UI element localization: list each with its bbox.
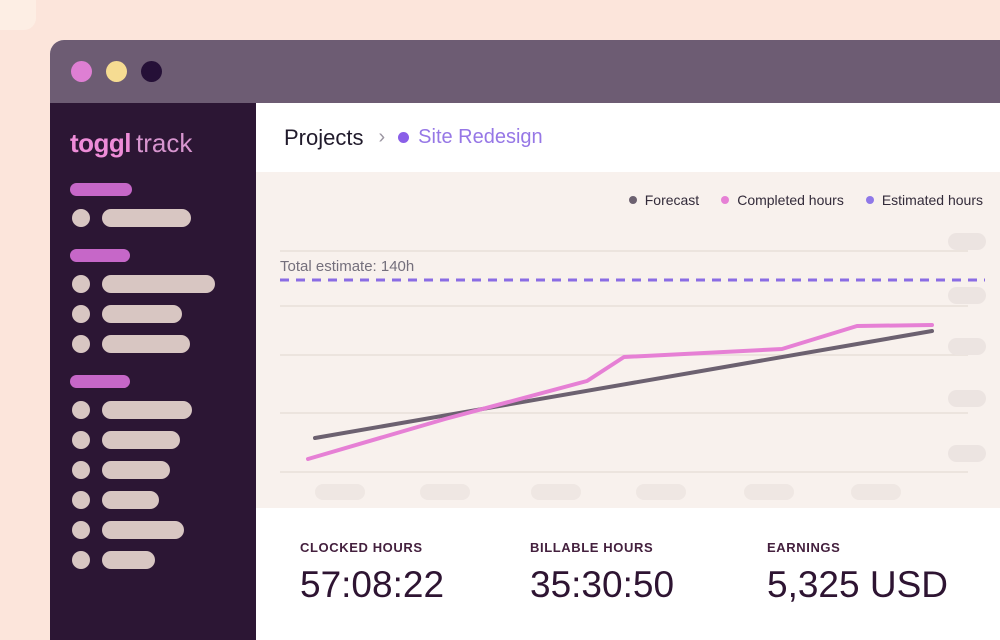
sidebar-group-2 — [70, 249, 256, 353]
x-axis-label-placeholder — [636, 484, 686, 500]
breadcrumb-current-project[interactable]: Site Redesign — [398, 126, 543, 149]
sidebar-item-label-placeholder — [102, 275, 215, 293]
breadcrumb-projects-link[interactable]: Projects — [284, 124, 364, 150]
sidebar-item-label-placeholder — [102, 401, 192, 419]
y-axis-label-placeholder — [948, 390, 986, 407]
sidebar-item-placeholder[interactable] — [70, 305, 256, 323]
titlebar-dark-dot[interactable] — [141, 61, 162, 82]
y-axis-label-placeholder — [948, 287, 986, 304]
sidebar-item-label-placeholder — [102, 461, 170, 479]
sidebar-item-icon-placeholder — [72, 431, 90, 449]
chart-canvas — [280, 250, 985, 473]
x-axis-label-placeholder — [420, 484, 470, 500]
sidebar-item-placeholder[interactable] — [70, 401, 256, 419]
sidebar-item-placeholder[interactable] — [70, 461, 256, 479]
app-window: toggl track Projects › Site Redesign Fore… — [50, 40, 1000, 640]
stat-value: 5,325 USD — [767, 564, 948, 605]
legend-dot-icon — [628, 196, 637, 204]
sidebar-item-label-placeholder — [102, 335, 190, 353]
total-estimate-label: Total estimate: 140h — [280, 258, 415, 275]
stat-label: BILLABLE HOURS — [530, 540, 654, 555]
stat-value: 57:08:22 — [300, 564, 445, 605]
breadcrumb-current-label: Site Redesign — [418, 126, 543, 148]
legend-item-estimated-hours[interactable]: Estimated hours — [865, 192, 983, 208]
completed-hours-line — [306, 323, 934, 461]
chevron-right-icon: › — [378, 126, 386, 148]
sidebar-item-icon-placeholder — [72, 335, 90, 353]
legend-item-completed-hours[interactable]: Completed hours — [721, 192, 844, 208]
sidebar-item-icon-placeholder — [72, 305, 90, 323]
x-axis-label-placeholder — [851, 484, 901, 500]
y-axis-label-placeholder — [948, 445, 986, 462]
window-body: toggl track Projects › Site Redesign Fore… — [50, 103, 1000, 640]
stat-clocked-hours: CLOCKED HOURS 57:08:22 — [300, 540, 444, 606]
sidebar-item-placeholder[interactable] — [70, 335, 256, 353]
stat-value: 35:30:50 — [530, 564, 675, 605]
sidebar-item-icon-placeholder — [72, 209, 90, 227]
sidebar-group-header-placeholder[interactable] — [70, 375, 130, 388]
stat-label: CLOCKED HOURS — [300, 540, 423, 555]
project-hours-chart: Forecast Completed hours Estimated hours T… — [256, 172, 1000, 508]
x-axis-label-placeholder — [744, 484, 794, 500]
sidebar-item-icon-placeholder — [72, 521, 90, 539]
legend-item-forecast[interactable]: Forecast — [628, 192, 700, 208]
background-corner-highlight — [0, 0, 36, 30]
sidebar-item-icon-placeholder — [72, 461, 90, 479]
breadcrumb: Projects › Site Redesign — [256, 103, 1000, 172]
project-color-dot — [398, 132, 410, 143]
y-axis-label-placeholder — [948, 338, 986, 355]
sidebar-item-placeholder[interactable] — [70, 521, 256, 539]
legend-label: Completed hours — [737, 192, 844, 208]
toggl-track-logo: toggl track — [70, 127, 256, 159]
sidebar-item-label-placeholder — [102, 305, 182, 323]
sidebar-group-header-placeholder[interactable] — [70, 183, 132, 196]
sidebar-item-label-placeholder — [102, 431, 180, 449]
titlebar-yellow-dot[interactable] — [106, 61, 127, 82]
sidebar-item-icon-placeholder — [72, 491, 90, 509]
sidebar-item-placeholder[interactable] — [70, 491, 256, 509]
sidebar-item-label-placeholder — [102, 491, 159, 509]
sidebar: toggl track — [50, 103, 256, 640]
sidebar-item-label-placeholder — [102, 209, 191, 227]
stat-earnings: EARNINGS 5,325 USD — [767, 540, 948, 606]
sidebar-nav-skeleton — [70, 183, 256, 569]
sidebar-item-label-placeholder — [102, 521, 184, 539]
sidebar-item-placeholder[interactable] — [70, 431, 256, 449]
legend-dot-icon — [865, 196, 874, 204]
sidebar-item-placeholder[interactable] — [70, 209, 256, 227]
titlebar-pink-dot[interactable] — [71, 61, 92, 82]
main-content: Projects › Site Redesign Forecast Complet… — [256, 103, 1000, 640]
sidebar-item-icon-placeholder — [72, 551, 90, 569]
sidebar-item-placeholder[interactable] — [70, 551, 256, 569]
sidebar-item-icon-placeholder — [72, 275, 90, 293]
chart-legend: Forecast Completed hours Estimated hours — [628, 192, 983, 208]
sidebar-group-header-placeholder[interactable] — [70, 249, 130, 262]
x-axis-label-placeholder — [531, 484, 581, 500]
sidebar-item-placeholder[interactable] — [70, 275, 256, 293]
sidebar-item-icon-placeholder — [72, 401, 90, 419]
project-stats: CLOCKED HOURS 57:08:22 BILLABLE HOURS 35:30… — [256, 508, 1000, 640]
sidebar-item-label-placeholder — [102, 551, 155, 569]
legend-label: Estimated hours — [881, 192, 983, 208]
logo-toggl-text: toggl — [70, 128, 132, 158]
y-axis-label-placeholder — [948, 233, 986, 250]
sidebar-group-1 — [70, 183, 256, 227]
stat-label: EARNINGS — [767, 540, 841, 555]
legend-label: Forecast — [644, 192, 700, 208]
window-titlebar — [50, 40, 1000, 103]
legend-dot-icon — [721, 196, 730, 204]
logo-track-text: track — [136, 128, 193, 158]
sidebar-group-3 — [70, 375, 256, 569]
forecast-line — [313, 329, 934, 440]
x-axis-label-placeholder — [315, 484, 365, 500]
stat-billable-hours: BILLABLE HOURS 35:30:50 — [530, 540, 674, 606]
